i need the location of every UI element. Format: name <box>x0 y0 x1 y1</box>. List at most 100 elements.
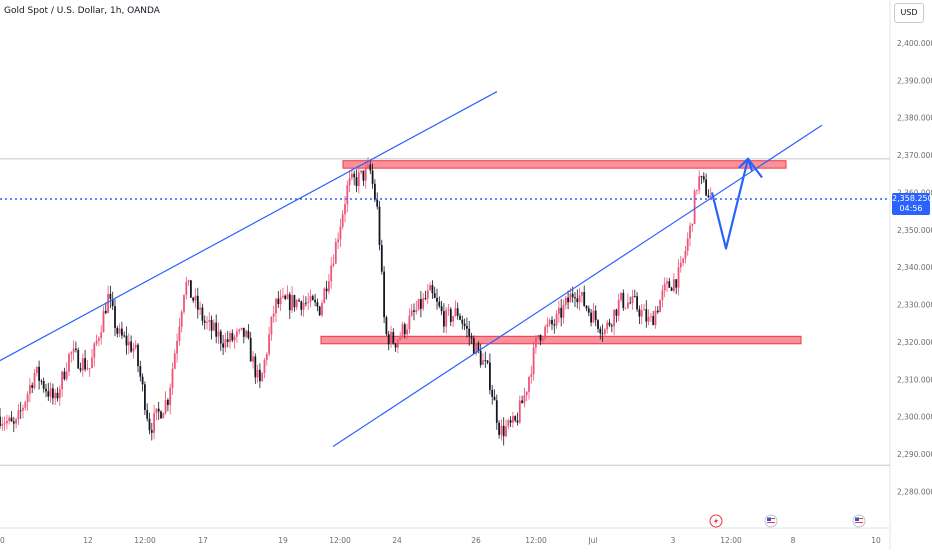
candle-body <box>652 316 655 326</box>
candle-body <box>217 331 220 337</box>
candle-body <box>26 393 29 403</box>
candle-body <box>272 313 275 317</box>
price-axis[interactable]: 2,280.000 2,290.000 2,300.000 2,310.000 2,32… <box>897 39 932 496</box>
us-flag-event-icon[interactable] <box>852 514 866 528</box>
y-tick-label: 2,360.000 <box>897 188 932 197</box>
axis-layer <box>0 0 891 550</box>
candle-body <box>330 265 333 282</box>
candle-body <box>208 320 211 323</box>
candle-body <box>707 195 710 198</box>
candle-body <box>590 312 592 323</box>
candle-body <box>640 310 643 317</box>
candle-body <box>670 287 673 291</box>
candle-body <box>206 322 208 323</box>
zones-layer <box>0 158 890 466</box>
y-tick-label: 2,400.000 <box>897 39 932 48</box>
candle-body <box>362 170 365 181</box>
candle-body <box>284 295 287 299</box>
candle-body <box>424 298 427 299</box>
candle-body <box>394 343 397 348</box>
us-flag-event-icon[interactable] <box>764 514 778 528</box>
candle-body <box>560 307 563 318</box>
y-tick-label: 2,350.000 <box>897 226 932 235</box>
candle-body <box>256 369 259 378</box>
candle-body <box>371 170 374 184</box>
candle-body <box>169 387 172 405</box>
events-layer[interactable] <box>709 514 866 528</box>
candle-body <box>100 332 103 339</box>
candle-body <box>339 226 342 240</box>
candle-body <box>293 295 296 308</box>
candle-body <box>691 223 694 226</box>
candle-body <box>219 331 222 344</box>
candle-body <box>84 358 86 370</box>
candle-body <box>116 327 119 334</box>
candle-body <box>399 335 402 340</box>
x-tick-label: 8 <box>791 536 796 545</box>
candle-body <box>72 348 75 353</box>
candle-body <box>482 360 484 365</box>
last-price-tag: 2,358.250 04:56 <box>892 193 932 215</box>
candle-body <box>337 239 339 242</box>
currency-button[interactable]: USD <box>894 3 924 23</box>
candle-body <box>311 296 314 300</box>
candle-body <box>647 317 650 322</box>
candle-body <box>192 297 195 301</box>
candle-body <box>357 172 360 186</box>
candle-body <box>19 410 22 412</box>
candle-body <box>709 195 712 198</box>
candle-body <box>249 337 252 362</box>
candle-body <box>516 420 519 423</box>
candle-body <box>1 423 4 426</box>
candle-body <box>380 245 383 272</box>
candle-body <box>229 333 231 342</box>
candle-body <box>298 300 300 302</box>
candle-body <box>307 301 310 303</box>
x-tick-label: 10 <box>871 536 881 545</box>
resistance-zone <box>342 160 787 169</box>
lightning-event-icon[interactable] <box>709 514 723 528</box>
candle-body <box>502 425 505 437</box>
candle-body <box>355 177 358 186</box>
candle-body <box>466 326 468 329</box>
time-axis[interactable]: 10 12 12:00 17 19 12:00 24 26 12:00 Jul 3 12:00 8 10 <box>0 536 881 545</box>
candle-body <box>615 309 618 316</box>
candle-body <box>178 326 181 341</box>
candle-body <box>461 319 464 324</box>
y-tick-label: 2,340.000 <box>897 263 932 272</box>
candle-body <box>213 322 215 331</box>
candle-body <box>443 311 445 327</box>
candle-body <box>254 356 257 378</box>
candle-body <box>558 307 560 314</box>
candle-body <box>316 302 319 307</box>
y-tick-label: 2,290.000 <box>897 450 932 459</box>
x-tick-label: 3 <box>671 536 676 545</box>
candle-body <box>47 391 50 397</box>
candle-body <box>583 292 586 306</box>
candle-body <box>684 250 687 259</box>
candle-body <box>401 324 404 336</box>
y-tick-label: 2,310.000 <box>897 375 932 384</box>
candle-body <box>196 295 199 310</box>
candle-body <box>61 371 63 390</box>
candle-body <box>270 316 273 335</box>
candle-body <box>54 392 57 399</box>
candle-body <box>130 341 132 352</box>
candle-body <box>631 296 634 304</box>
candle-body <box>420 299 422 309</box>
candle-body <box>185 282 188 296</box>
candle-body <box>654 310 657 326</box>
candle-body <box>353 173 356 178</box>
candle-body <box>261 372 264 382</box>
candle-body <box>247 330 250 338</box>
candle-body <box>597 320 599 329</box>
y-tick-label: 2,390.000 <box>897 76 932 85</box>
candle-body <box>452 316 454 322</box>
candle-body <box>31 385 34 388</box>
candle-body <box>91 357 93 369</box>
candle-body <box>486 360 489 363</box>
flag-stripe <box>855 524 863 525</box>
candle-body <box>22 407 24 411</box>
